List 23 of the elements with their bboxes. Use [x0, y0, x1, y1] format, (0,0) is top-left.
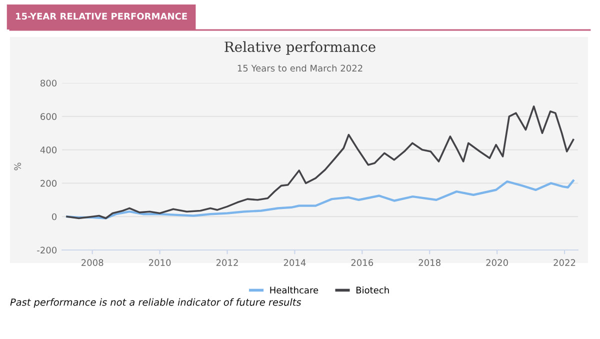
x-tick-label: 2020 [486, 259, 508, 266]
y-tick-label: 600 [40, 113, 57, 120]
y-tick-label: 800 [40, 80, 57, 87]
x-tick-label: 2014 [284, 259, 306, 266]
x-tick-label: 2012 [216, 259, 238, 266]
y-axis-title: % [14, 162, 22, 170]
y-tick-label: 0 [52, 213, 57, 220]
legend-label: Biotech [356, 286, 389, 294]
line-series [66, 105, 574, 220]
x-tick-label: 2008 [82, 259, 104, 266]
text: 15-YEAR RELATIVE PERFORMANCE [16, 12, 187, 20]
text: Past performance is not a reliable indicator of future results [10, 298, 302, 308]
y-tick-label: 200 [40, 180, 57, 187]
chart-title: Relative performance [224, 41, 376, 55]
x-tick-label: 2022 [554, 259, 576, 266]
x-tick-label: 2016 [351, 259, 374, 266]
x-tick-label: 2018 [418, 259, 440, 266]
legend-label: Healthcare [270, 286, 318, 294]
y-tick-label: -200 [37, 246, 57, 254]
line-series [66, 180, 574, 220]
x-tick-label: 2010 [148, 259, 171, 266]
y-tick-label: 400 [40, 146, 57, 154]
chart-subtitle: 15 Years to end March 2022 [238, 64, 362, 72]
